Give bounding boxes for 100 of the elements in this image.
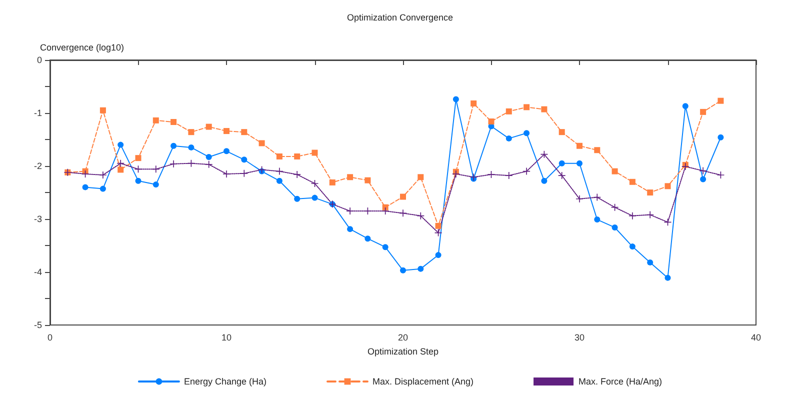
point	[188, 129, 194, 136]
point	[628, 212, 636, 220]
point	[294, 170, 301, 178]
point	[629, 244, 636, 250]
point	[117, 160, 124, 167]
point	[240, 170, 248, 177]
point	[82, 184, 88, 190]
point	[506, 135, 512, 142]
y-tick-label: 0	[36, 55, 42, 65]
point	[382, 244, 388, 250]
x-tick-label: 40	[750, 332, 762, 342]
point	[700, 108, 706, 115]
point	[435, 222, 442, 229]
point	[682, 103, 688, 110]
point	[311, 180, 318, 187]
point	[558, 160, 565, 166]
point	[418, 266, 424, 272]
legend-label: Energy Change (Ha)	[184, 376, 266, 386]
point	[506, 108, 512, 114]
point	[224, 148, 230, 154]
point	[364, 177, 371, 184]
point	[241, 129, 248, 136]
point	[717, 172, 724, 179]
point	[576, 160, 582, 166]
point	[417, 212, 424, 220]
point	[558, 172, 566, 180]
point	[152, 166, 160, 173]
point	[400, 267, 406, 274]
point	[524, 104, 530, 110]
point	[152, 117, 159, 124]
point	[524, 130, 530, 136]
point	[276, 168, 283, 175]
point	[100, 186, 106, 192]
point	[100, 107, 106, 114]
point	[523, 168, 530, 175]
point	[700, 167, 707, 174]
y-tick-label: -2	[34, 161, 42, 171]
point	[364, 208, 372, 215]
point	[664, 183, 671, 190]
point	[470, 100, 477, 106]
y-tick-label: -5	[34, 320, 42, 330]
point	[400, 194, 406, 200]
point	[294, 196, 300, 202]
point	[206, 154, 212, 160]
point	[152, 182, 159, 188]
point	[312, 150, 318, 156]
x-axis-title: Optimization Step	[367, 346, 439, 356]
x-tick-label: 20	[398, 332, 408, 342]
point	[276, 178, 282, 184]
y-tick-label: -1	[34, 108, 42, 118]
point	[488, 170, 495, 178]
point	[118, 142, 124, 148]
point	[276, 153, 282, 160]
chart-title: Optimization Convergence	[346, 12, 454, 22]
point	[329, 179, 336, 186]
point	[647, 190, 654, 196]
point	[294, 153, 300, 160]
x-tick-label: 30	[574, 332, 585, 342]
point	[170, 142, 177, 149]
point	[135, 178, 142, 184]
point	[629, 178, 636, 185]
point	[576, 195, 583, 202]
point	[435, 252, 442, 258]
point	[611, 204, 618, 211]
point	[541, 178, 548, 184]
point	[170, 119, 177, 126]
point	[646, 211, 654, 218]
point	[700, 176, 706, 182]
point	[206, 124, 212, 130]
point	[576, 142, 582, 149]
point	[400, 210, 406, 217]
point	[223, 170, 230, 178]
point	[541, 106, 548, 112]
point	[505, 172, 512, 180]
point	[612, 224, 618, 230]
point	[418, 174, 424, 180]
point	[612, 168, 618, 174]
point	[82, 170, 89, 178]
point	[205, 160, 212, 168]
point	[718, 134, 724, 140]
point	[258, 140, 265, 146]
point	[135, 155, 142, 162]
y-tick-label: -4	[34, 267, 42, 277]
point	[188, 144, 194, 150]
point	[594, 216, 600, 223]
point	[99, 172, 106, 179]
point	[241, 156, 248, 163]
point	[682, 163, 689, 170]
point	[452, 96, 459, 102]
point	[647, 259, 654, 266]
point	[364, 236, 371, 242]
point	[558, 129, 565, 136]
point	[594, 147, 600, 154]
x-tick-label: 0	[47, 332, 53, 342]
point	[347, 226, 354, 232]
point	[312, 194, 318, 201]
point	[170, 160, 178, 168]
point	[346, 208, 354, 215]
point	[718, 98, 724, 104]
point	[382, 208, 389, 215]
